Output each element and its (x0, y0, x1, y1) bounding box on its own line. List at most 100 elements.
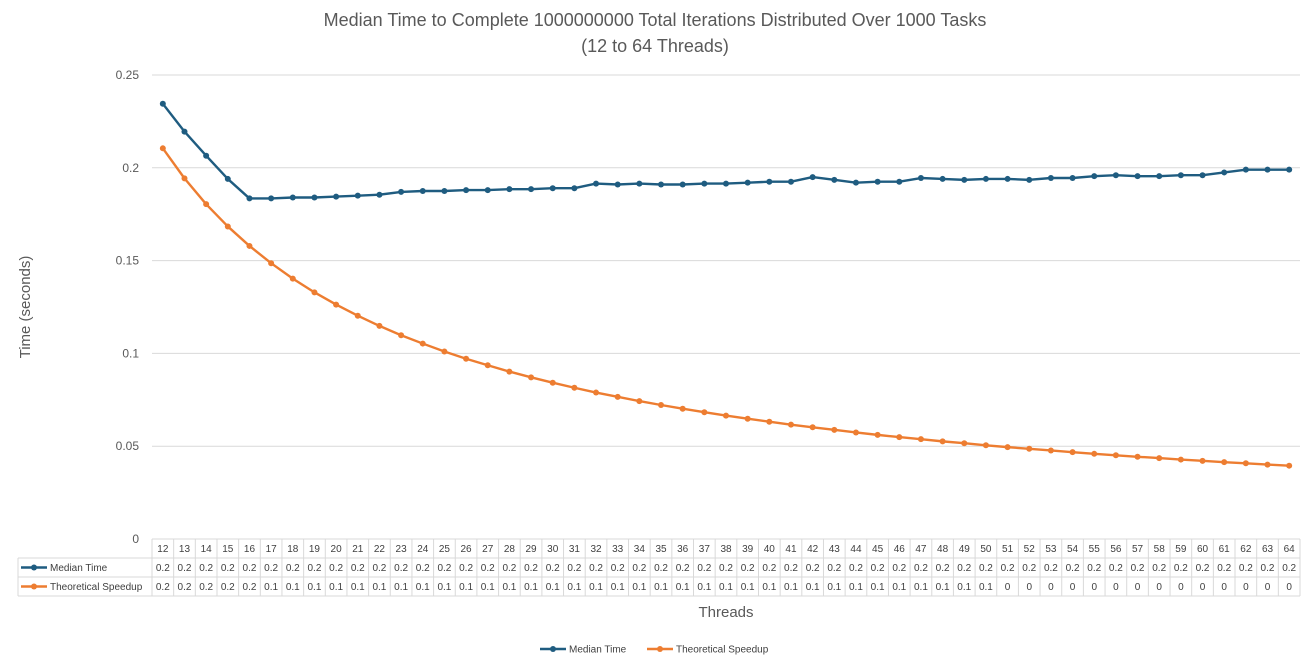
table-cell: 0.1 (784, 582, 798, 593)
table-cell: 0.1 (979, 582, 993, 593)
data-point (917, 175, 924, 182)
data-point (1091, 450, 1098, 457)
data-point (224, 175, 231, 182)
table-cell: 0.1 (697, 582, 711, 593)
data-point (614, 393, 621, 400)
data-point (744, 179, 751, 186)
table-cell: 0.2 (741, 563, 755, 574)
data-point (831, 426, 838, 433)
x-tick-label: 27 (482, 544, 494, 555)
x-tick-label: 48 (937, 544, 949, 555)
data-point (246, 242, 253, 249)
table-cell: 0.2 (697, 563, 711, 574)
data-point (289, 194, 296, 201)
x-tick-label: 14 (201, 544, 213, 555)
data-point (1286, 166, 1293, 173)
x-tick-label: 63 (1262, 544, 1274, 555)
data-point (593, 389, 600, 396)
table-cell: 0.2 (1261, 563, 1275, 574)
data-point (289, 275, 296, 282)
data-table: 12 13 14 15 16 17 18 19 20 21 22 23 24 25 26 27 28 29 30 31… (17, 538, 1301, 597)
data-point (398, 332, 405, 339)
data-point (744, 415, 751, 422)
data-point (723, 412, 729, 419)
table-cell: 0.1 (437, 582, 451, 593)
table-cell: 0.2 (567, 563, 581, 574)
table-cell: 0.1 (264, 582, 278, 593)
data-point (1156, 173, 1163, 180)
table-cell: 0.1 (871, 582, 885, 593)
table-cell: 0.2 (762, 563, 776, 574)
x-tick-label: 43 (829, 544, 841, 555)
data-point (1091, 173, 1098, 180)
data-point (787, 421, 794, 428)
table-cell: 0.1 (546, 582, 560, 593)
table-cell: 0.2 (243, 582, 257, 593)
data-point (939, 438, 946, 445)
table-cell: 0.1 (351, 582, 365, 593)
data-point (1004, 175, 1011, 182)
data-point (701, 409, 708, 416)
data-point (961, 176, 968, 183)
table-cell: 0.1 (589, 582, 603, 593)
table-cell: 0.2 (957, 563, 971, 574)
table-cell: 0.1 (567, 582, 581, 593)
table-cell: 0.2 (156, 563, 170, 574)
legend-label: Median Time (569, 645, 627, 656)
table-cell: 0.1 (849, 582, 863, 593)
x-tick-label: 59 (1175, 544, 1187, 555)
data-point (441, 188, 448, 194)
data-point (571, 185, 578, 192)
x-tick-label: 45 (872, 544, 884, 555)
table-cell: 0.1 (524, 582, 538, 593)
table-cell: 0.2 (784, 563, 798, 574)
x-tick-label: 60 (1197, 544, 1209, 555)
table-cell: 0 (1026, 582, 1032, 593)
data-point (636, 398, 643, 405)
table-cell: 0.1 (307, 582, 321, 593)
data-point (809, 174, 816, 181)
data-point (1026, 176, 1033, 183)
x-tick-label: 39 (742, 544, 754, 555)
data-point (1156, 455, 1163, 462)
data-point (311, 289, 318, 296)
table-cell: 0.1 (611, 582, 625, 593)
table-cell: 0.1 (892, 582, 906, 593)
data-point (1199, 172, 1206, 179)
x-tick-label: 31 (569, 544, 581, 555)
table-legend-marker (31, 564, 37, 571)
data-point (1069, 449, 1076, 456)
table-cell: 0.2 (178, 563, 192, 574)
table-cell: 0 (1091, 582, 1097, 593)
x-tick-label: 41 (785, 544, 797, 555)
data-point (874, 178, 881, 185)
table-cell: 0.1 (957, 582, 971, 593)
data-point (1199, 457, 1206, 464)
table-cell: 0 (1070, 582, 1076, 593)
data-point (354, 192, 361, 199)
table-cell: 0.2 (719, 563, 733, 574)
table-cell: 0.2 (481, 563, 495, 574)
table-cell: 0.2 (1152, 563, 1166, 574)
data-point (1112, 172, 1119, 179)
x-tick-label: 17 (266, 544, 278, 555)
x-tick-label: 54 (1067, 544, 1079, 555)
data-point (1221, 459, 1228, 466)
x-tick-label: 49 (959, 544, 971, 555)
table-cell: 0.2 (936, 563, 950, 574)
data-point (679, 181, 686, 188)
data-point (484, 187, 491, 194)
table-legend-marker (31, 583, 37, 590)
data-point (766, 418, 773, 425)
data-point (658, 181, 665, 188)
table-cell: 0.1 (762, 582, 776, 593)
table-cell: 0.1 (806, 582, 820, 593)
table-cell: 0.2 (351, 563, 365, 574)
table-cell: 0.2 (178, 582, 192, 593)
legend-label: Theoretical Speedup (676, 645, 769, 656)
data-point (506, 186, 513, 193)
x-tick-label: 56 (1110, 544, 1122, 555)
table-cell: 0.2 (1174, 563, 1188, 574)
table-cell: 0.1 (372, 582, 386, 593)
